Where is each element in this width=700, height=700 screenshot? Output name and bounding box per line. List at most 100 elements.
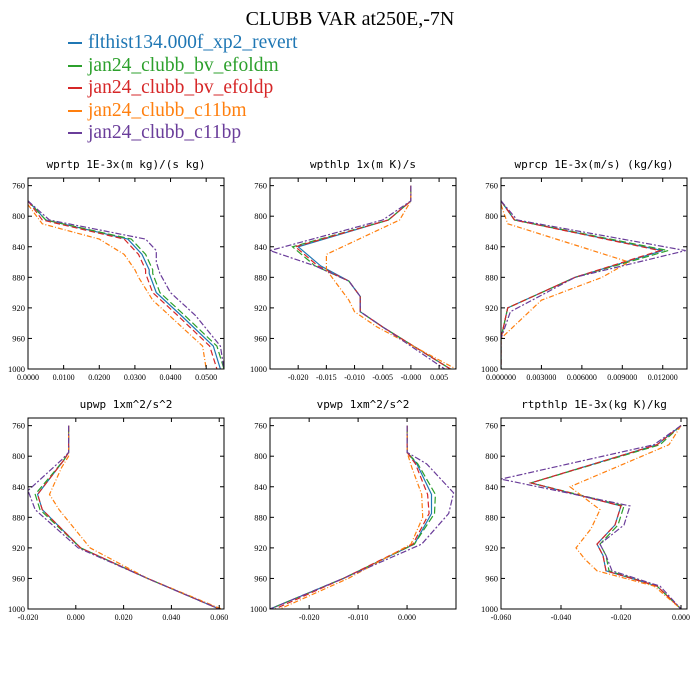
y-tick-label: 880 <box>254 272 267 282</box>
x-tick-label: -0.005 <box>372 373 393 382</box>
y-tick-label: 920 <box>485 543 498 553</box>
x-tick-label: 0.000 <box>398 613 416 622</box>
series-line <box>270 185 446 369</box>
y-tick-label: 880 <box>485 512 498 522</box>
y-tick-label: 920 <box>485 303 498 313</box>
chart-panel: wprcp 1E-3x(m/s) (kg/kg) 760 800 840 880 920 9… <box>481 158 688 382</box>
plot-frame <box>27 177 225 370</box>
x-tick-label: 0.040 <box>162 613 180 622</box>
series-line <box>501 200 663 369</box>
legend-label: jan24_clubb_c11bp <box>88 122 242 144</box>
series-line <box>296 185 451 369</box>
legend-label: jan24_clubb_bv_efoldp <box>88 77 274 99</box>
chart-panel: vpwp 1xm^2/s^2 760 800 840 880 920 960 1000 -0.0… <box>250 398 457 622</box>
y-tick-label: 880 <box>12 272 25 282</box>
x-tick-label: 0.0100 <box>53 373 75 382</box>
y-tick-label: 880 <box>254 512 267 522</box>
y-tick-label: 760 <box>485 421 498 431</box>
x-tick-label: 0.000 <box>672 613 690 622</box>
x-tick-label: -0.000 <box>401 373 422 382</box>
series-line <box>48 425 222 609</box>
chart-title: vpwp 1xm^2/s^2 <box>317 398 410 411</box>
plot-frame <box>500 417 688 610</box>
chart-panel: rtpthlp 1E-3x(kg K)/kg 760 800 840 880 920 960… <box>481 398 690 622</box>
legend-label: jan24_clubb_bv_efoldm <box>88 54 279 76</box>
plot-frame <box>500 177 688 370</box>
x-tick-label: -0.020 <box>18 613 39 622</box>
x-tick-label: 0.000 <box>67 613 85 622</box>
series-line <box>279 425 424 609</box>
y-tick-label: 1000 <box>250 364 267 374</box>
y-tick-label: 880 <box>12 512 25 522</box>
series-line <box>28 200 218 369</box>
series-line <box>28 204 207 369</box>
series-line <box>501 200 686 369</box>
y-tick-label: 840 <box>485 482 498 492</box>
y-tick-label: 760 <box>254 181 267 191</box>
y-tick-label: 800 <box>12 451 25 461</box>
x-tick-label: 0.060 <box>210 613 228 622</box>
x-tick-label: -0.020 <box>288 373 309 382</box>
y-tick-label: 920 <box>254 543 267 553</box>
y-tick-label: 760 <box>12 181 25 191</box>
chart-title: rtpthlp 1E-3x(kg K)/kg <box>521 398 667 411</box>
x-tick-label: -0.040 <box>551 613 572 622</box>
legend-label: flthist134.000f_xp2_revert <box>88 32 298 54</box>
x-tick-label: 0.0300 <box>124 373 146 382</box>
y-tick-label: 760 <box>12 421 25 431</box>
series-line <box>270 425 437 609</box>
y-tick-label: 760 <box>485 181 498 191</box>
chart-title: upwp 1xm^2/s^2 <box>80 398 173 411</box>
legend-item: flthist134.000f_xp2_revert <box>68 32 298 55</box>
legend-item: jan24_clubb_bv_efoldm <box>68 55 298 78</box>
series-line <box>325 185 456 369</box>
y-tick-label: 800 <box>254 451 267 461</box>
legend: flthist134.000f_xp2_revert jan24_clubb_b… <box>68 32 298 145</box>
series-line <box>568 425 682 609</box>
chart-panel: wprtp 1E-3x(m kg)/(s kg) 760 800 840 880 920 9… <box>8 158 225 382</box>
y-tick-label: 800 <box>12 211 25 221</box>
series-line <box>294 185 451 369</box>
x-tick-label: 0.003000 <box>526 373 556 382</box>
plot-frame <box>269 417 457 610</box>
y-tick-label: 920 <box>12 543 25 553</box>
series-line <box>28 200 224 369</box>
y-tick-label: 800 <box>485 451 498 461</box>
chart-panel: upwp 1xm^2/s^2 760 800 840 880 920 960 1000-0.0… <box>8 398 228 622</box>
series-line <box>270 425 455 609</box>
x-tick-label: 0.006000 <box>567 373 597 382</box>
legend-label: jan24_clubb_c11bm <box>88 99 247 121</box>
x-tick-label: -0.010 <box>348 613 369 622</box>
legend-item: jan24_clubb_c11bm <box>68 100 298 123</box>
series-line <box>501 204 631 369</box>
legend-line-icon <box>68 87 82 90</box>
x-tick-label: 0.0400 <box>160 373 182 382</box>
y-tick-label: 1000 <box>8 604 25 614</box>
series-group <box>501 200 686 369</box>
plot-frame <box>269 177 457 370</box>
series-line <box>528 425 682 609</box>
y-tick-label: 960 <box>485 573 498 583</box>
y-tick-label: 840 <box>12 482 25 492</box>
x-tick-label: 0.020 <box>115 613 133 622</box>
legend-line-icon <box>68 64 82 67</box>
x-tick-label: -0.060 <box>491 613 512 622</box>
y-tick-label: 880 <box>485 272 498 282</box>
legend-line-icon <box>68 132 82 135</box>
legend-line-icon <box>68 109 82 112</box>
chart-panel: wpthlp 1x(m K)/s 760 800 840 880 920 960 1000 -0… <box>250 158 457 382</box>
y-tick-label: 840 <box>254 482 267 492</box>
series-line <box>28 200 224 369</box>
series-group <box>28 200 224 369</box>
x-tick-label: 0.000000 <box>486 373 516 382</box>
y-tick-label: 920 <box>254 303 267 313</box>
series-line <box>501 425 682 609</box>
y-tick-label: 1000 <box>481 604 498 614</box>
y-tick-label: 840 <box>485 242 498 252</box>
series-line <box>274 425 430 609</box>
y-tick-label: 1000 <box>8 364 25 374</box>
y-tick-label: 960 <box>254 573 267 583</box>
series-group <box>501 425 682 609</box>
x-tick-label: 0.0500 <box>195 373 217 382</box>
y-tick-label: 960 <box>12 573 25 583</box>
